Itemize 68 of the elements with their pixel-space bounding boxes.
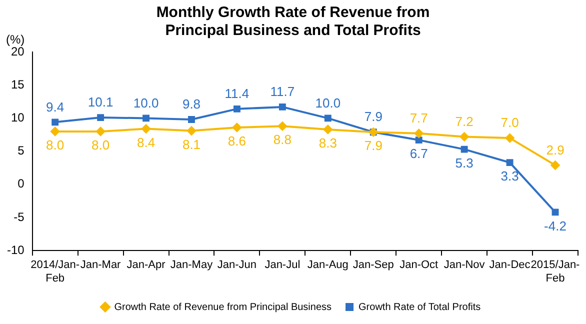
x-tick-label: Jan-Nov	[444, 259, 486, 272]
x-tick-label: Jan-Jul	[264, 259, 300, 272]
point	[232, 122, 242, 132]
data-label: 8.6	[228, 134, 246, 149]
data-label: -4.2	[544, 218, 566, 234]
point	[186, 126, 196, 136]
data-label: 9.4	[46, 99, 64, 114]
data-label: 7.0	[500, 115, 519, 130]
x-tick-label: Jan-Apr	[126, 259, 166, 272]
data-label: 11.7	[270, 84, 295, 100]
data-label: 10.0	[315, 95, 341, 110]
point	[188, 116, 195, 123]
y-axis-title: (%)	[6, 32, 25, 46]
x-tick-label: Jan-Sep	[352, 259, 394, 272]
y-tick-label: 5	[18, 144, 25, 158]
point	[552, 208, 559, 216]
legend-label: Growth Rate of Total Profits	[358, 302, 481, 313]
point	[414, 128, 424, 138]
data-label: 7.7	[410, 110, 428, 126]
x-tick-label: Jan-Oct	[400, 259, 438, 272]
legend-label: Growth Rate of Revenue from Principal Business	[114, 302, 332, 313]
data-label: 9.8	[182, 96, 201, 112]
point	[97, 114, 104, 122]
data-label: 8.4	[136, 134, 156, 150]
chart-title: Monthly Growth Rate of Revenue from Principal Business and Total Profits	[156, 4, 430, 39]
data-label: 3.3	[500, 168, 519, 184]
data-label: 8.1	[182, 136, 201, 152]
point	[142, 114, 150, 122]
data-label: 2.9	[546, 142, 564, 158]
x-tick-label: Jan-Dec	[489, 259, 531, 272]
point	[142, 124, 151, 134]
x-tick-label: Jan-Jun	[217, 259, 257, 272]
data-label: 6.7	[410, 146, 428, 162]
point	[50, 126, 60, 136]
point	[324, 114, 332, 122]
point	[506, 159, 514, 166]
y-tick-label: -10	[7, 242, 25, 257]
data-label: 8.8	[273, 132, 292, 148]
point	[415, 136, 422, 144]
x-tick-label: Jan-May	[170, 259, 214, 272]
data-label: 8.0	[46, 138, 64, 153]
point	[278, 103, 286, 110]
y-tick-label: 0	[18, 176, 25, 191]
y-tick-label: 15	[10, 77, 25, 92]
x-tick-label: 2014/Jan-Feb	[30, 259, 80, 284]
point	[550, 160, 560, 170]
data-label: 8.3	[318, 136, 337, 151]
data-label: 10.1	[88, 94, 114, 110]
data-label: 7.9	[364, 138, 382, 154]
point	[460, 146, 468, 153]
point	[323, 124, 332, 134]
point	[52, 118, 59, 126]
point	[233, 105, 240, 112]
point	[96, 126, 106, 136]
data-label: 7.2	[455, 114, 474, 129]
point	[460, 132, 469, 142]
point	[278, 122, 287, 131]
data-label: 7.9	[364, 109, 382, 124]
x-tick-label: Jan-Aug	[307, 259, 348, 272]
data-label: 11.4	[224, 86, 250, 102]
data-label: 8.0	[92, 138, 110, 153]
data-label: 10.0	[133, 95, 159, 110]
x-tick-label: Jan-Mar	[80, 259, 122, 272]
y-tick-label: -5	[14, 210, 25, 224]
data-label: 5.3	[455, 155, 474, 170]
point	[505, 134, 514, 143]
y-tick-label: 10	[10, 110, 25, 125]
x-tick-label: 2015/Jan-Feb	[530, 259, 580, 284]
